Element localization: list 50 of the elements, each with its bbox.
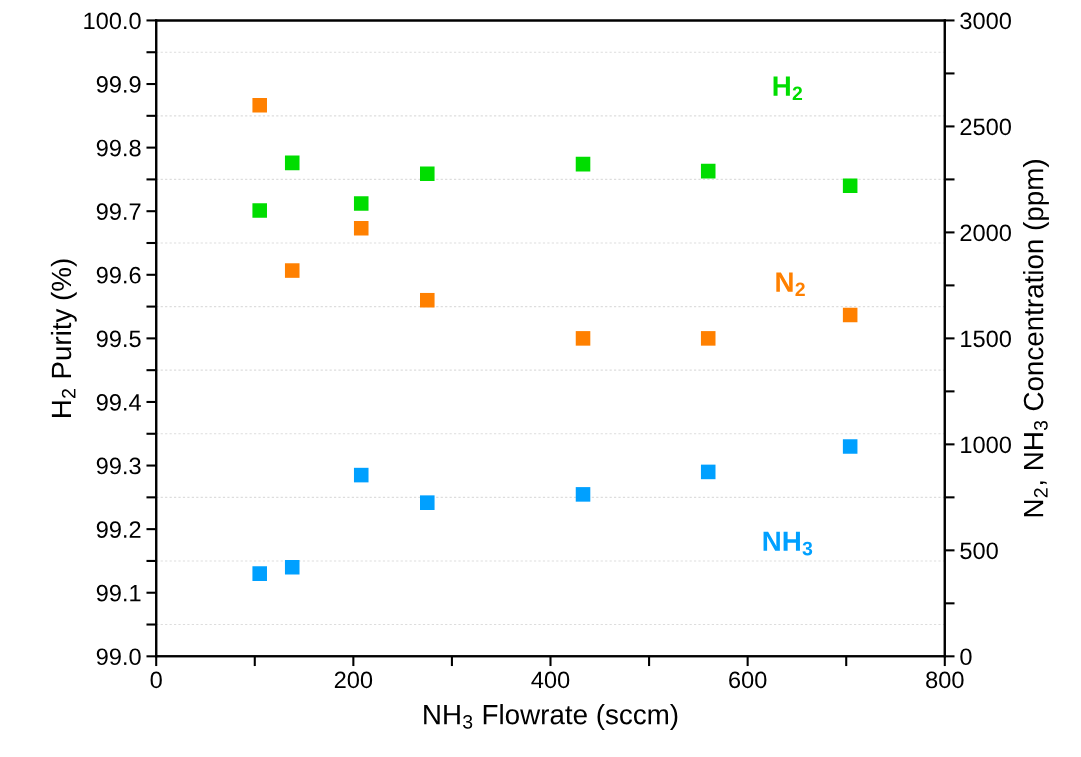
y-tick-label: 100.0 xyxy=(84,12,141,30)
point xyxy=(842,307,858,323)
y-tick-label: 99.3 xyxy=(96,457,141,475)
y2-tick-label: 500 xyxy=(960,542,998,560)
point xyxy=(575,156,591,172)
point xyxy=(353,467,369,483)
point xyxy=(284,155,300,171)
x-tick-label: 200 xyxy=(334,671,373,689)
point xyxy=(353,220,369,236)
point xyxy=(700,464,716,480)
x-tick-label: 600 xyxy=(729,671,767,689)
point xyxy=(353,196,369,211)
y-tick-label: 99.7 xyxy=(96,203,141,220)
point xyxy=(842,439,858,454)
point xyxy=(252,97,267,113)
point xyxy=(700,331,716,346)
point xyxy=(420,495,435,510)
point xyxy=(284,560,300,575)
y-tick-label: 99.8 xyxy=(96,139,141,157)
y2-tick-label: 2500 xyxy=(960,118,1011,136)
y2-tick-label: 3000 xyxy=(960,12,1011,30)
y-tick-label: 99.2 xyxy=(96,521,141,538)
y2-tick-label: 2000 xyxy=(960,224,1011,242)
series-label: N$_{2}$ xyxy=(776,272,805,297)
point xyxy=(575,331,591,346)
point xyxy=(842,178,858,194)
y-tick-label: 99.1 xyxy=(96,584,141,602)
text: NH$_{3}$ xyxy=(763,531,813,556)
y2-tick-label: 0 xyxy=(960,648,972,666)
point xyxy=(284,263,300,278)
y2-tick-label: 1000 xyxy=(961,436,1011,454)
y2-axis-title: N$_{2}$, NH$_{3}$ Concentration (ppm) xyxy=(1023,160,1049,517)
x-tick-label: 400 xyxy=(531,671,570,689)
point xyxy=(575,487,591,502)
y-tick-label: 99.5 xyxy=(96,330,141,348)
y-tick-label: 99.9 xyxy=(96,76,141,93)
point xyxy=(252,566,267,581)
point xyxy=(420,166,435,181)
y-tick-label: 99.6 xyxy=(96,266,141,284)
y-tick-label: 99.0 xyxy=(96,648,141,666)
point xyxy=(252,203,267,218)
y-tick-label: 99.4 xyxy=(96,394,141,411)
point xyxy=(700,163,716,179)
y-axis-title: H$_{2}$ Purity (%) xyxy=(50,259,77,417)
x-tick-label: 0 xyxy=(150,671,162,689)
y2-tick-label: 1500 xyxy=(961,330,1011,348)
x-axis-title: NH$_{3}$ Flowrate (sccm) xyxy=(424,704,678,730)
x-tick-label: 800 xyxy=(926,671,964,689)
point xyxy=(420,292,435,308)
text: H$_{2}$ xyxy=(773,76,803,101)
